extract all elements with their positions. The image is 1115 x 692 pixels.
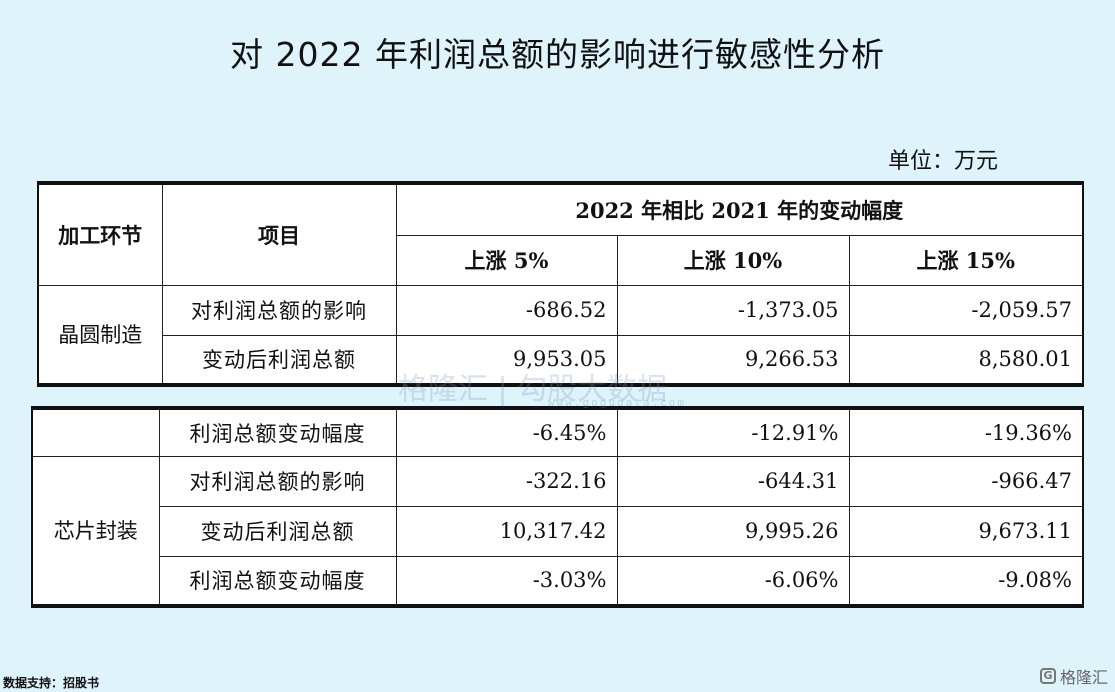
source-note: 数据支持：招股书 <box>3 676 100 690</box>
logo-icon: G <box>1040 668 1056 684</box>
value-cell: 9,266.53 <box>616 334 850 386</box>
stage-cell: 芯片封装 <box>31 455 160 607</box>
value-cell: -12.91% <box>616 407 850 457</box>
value-cell: -1,373.05 <box>616 284 850 336</box>
value-cell: -3.03% <box>395 555 618 607</box>
header-rise-15: 上涨 15% <box>848 234 1084 286</box>
value-cell: 9,673.11 <box>848 505 1084 557</box>
item-cell: 对利润总额的影响 <box>158 455 397 507</box>
item-cell: 对利润总额的影响 <box>161 284 397 336</box>
header-item: 项目 <box>161 182 397 286</box>
table-row: 变动后利润总额 10,317.42 9,995.26 9,673.11 <box>32 505 1084 557</box>
item-cell: 利润总额变动幅度 <box>158 407 397 457</box>
header-stage: 加工环节 <box>37 182 163 286</box>
page-title: 对 2022 年利润总额的影响进行敏感性分析 <box>230 35 885 74</box>
table-row: 利润总额变动幅度 -3.03% -6.06% -9.08% <box>32 555 1084 607</box>
corner-logo-text: 格隆汇 <box>1060 668 1109 687</box>
value-cell: -9.08% <box>848 555 1084 607</box>
watermark-brand: 格隆汇 | 勾股大数据 <box>398 372 668 407</box>
table-row: 芯片封装 对利润总额的影响 -322.16 -644.31 -966.47 <box>31 455 1084 607</box>
unit-label: 单位：万元 <box>888 149 999 174</box>
watermark-url: www.gogudata.com <box>548 396 686 409</box>
empty-stage-cell <box>31 407 160 457</box>
value-cell: 9,953.05 <box>395 334 618 386</box>
item-cell: 利润总额变动幅度 <box>158 555 397 607</box>
value-cell: -686.52 <box>395 284 618 336</box>
table-row: 变动后利润总额 9,953.05 9,266.53 8,580.01 <box>38 334 1084 386</box>
value-cell: -6.45% <box>395 407 618 457</box>
value-cell: -966.47 <box>848 455 1084 507</box>
item-cell: 变动后利润总额 <box>158 505 397 557</box>
value-cell: -2,059.57 <box>848 284 1084 336</box>
sensitivity-table-wafer: 加工环节 项目 2022 年相比 2021 年的变动幅度 上涨 5% 上涨 10… <box>37 181 1085 387</box>
header-change-group: 2022 年相比 2021 年的变动幅度 <box>395 182 1084 236</box>
value-cell: 9,995.26 <box>616 505 850 557</box>
table-row: 利润总额变动幅度 -6.45% -12.91% -19.36% <box>31 407 1084 457</box>
header-rise-5: 上涨 5% <box>395 234 618 286</box>
corner-logo: G 格隆汇 <box>1040 664 1108 688</box>
value-cell: -322.16 <box>395 455 618 507</box>
value-cell: -19.36% <box>848 407 1084 457</box>
item-cell: 变动后利润总额 <box>161 334 397 386</box>
value-cell: -644.31 <box>616 455 850 507</box>
header-rise-10: 上涨 10% <box>616 234 850 286</box>
value-cell: 8,580.01 <box>848 334 1084 386</box>
value-cell: 10,317.42 <box>395 505 618 557</box>
table-row: 晶圆制造 对利润总额的影响 -686.52 -1,373.05 -2,059.5… <box>37 284 1084 386</box>
stage-cell: 晶圆制造 <box>37 284 163 386</box>
sensitivity-table-packaging: 利润总额变动幅度 -6.45% -12.91% -19.36% 芯片封装 对利润… <box>31 406 1084 608</box>
value-cell: -6.06% <box>616 555 850 607</box>
